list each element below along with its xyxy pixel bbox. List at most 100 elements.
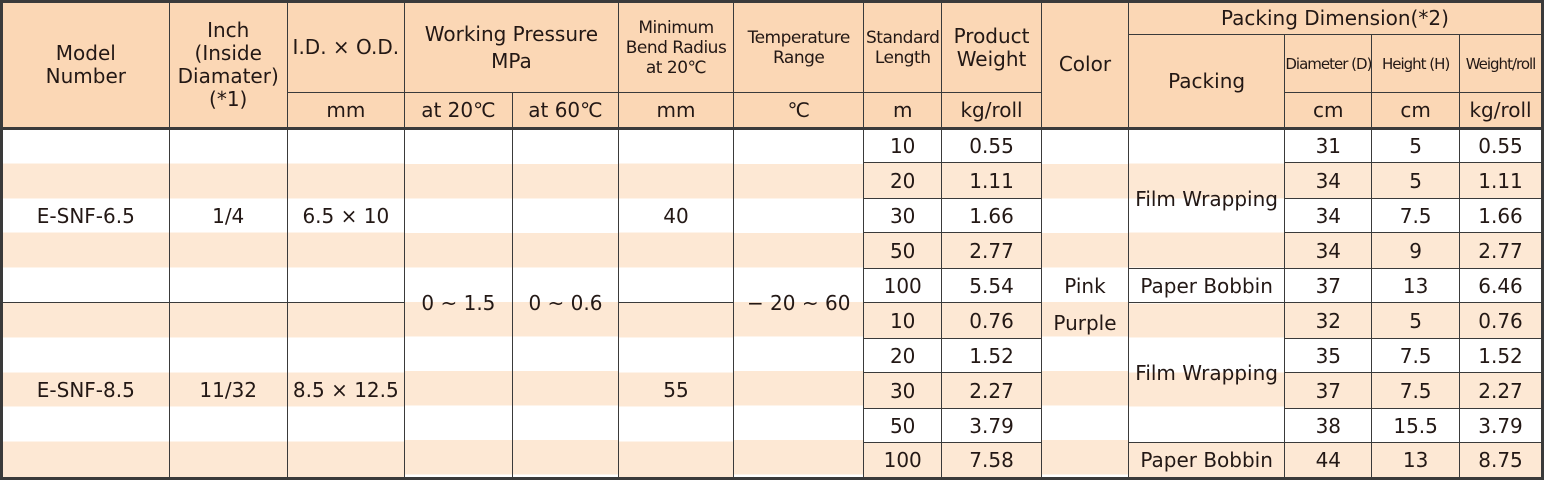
packing-weight-cell: 2.77 bbox=[1459, 232, 1543, 269]
height-cell: 9 bbox=[1371, 232, 1461, 269]
unit-temp: ℃ bbox=[733, 92, 865, 129]
weight-cell: 1.66 bbox=[941, 197, 1043, 234]
wp20-cell: 0 ~ 1.5 bbox=[403, 126, 513, 479]
unit-bend: mm bbox=[617, 92, 735, 129]
diameter-cell: 37 bbox=[1284, 372, 1373, 409]
length-cell: 10 bbox=[863, 126, 943, 164]
header-color: Color bbox=[1041, 1, 1129, 129]
height-cell: 7.5 bbox=[1371, 337, 1461, 374]
header-packing-dimension: Packing Dimension(*2) bbox=[1127, 0, 1544, 36]
packing-cell: Paper Bobbin bbox=[1127, 442, 1286, 479]
packing-weight-cell: 6.46 bbox=[1459, 267, 1543, 304]
model-cell: E-SNF-6.5 bbox=[1, 126, 170, 303]
weight-cell: 5.54 bbox=[941, 267, 1043, 304]
height-cell: 13 bbox=[1371, 267, 1461, 304]
bend-cell: 55 bbox=[617, 302, 735, 479]
model-cell: E-SNF-8.5 bbox=[1, 302, 170, 479]
height-cell: 5 bbox=[1371, 162, 1461, 199]
height-cell: 7.5 bbox=[1371, 372, 1461, 409]
weight-cell: 0.55 bbox=[941, 126, 1043, 164]
table-row: 50 3.79 38 15.5 3.79 bbox=[2, 407, 1543, 444]
table-row: 20 1.11 34 5 1.11 bbox=[2, 162, 1543, 199]
length-cell: 50 bbox=[863, 407, 943, 444]
unit-weight: kg/roll bbox=[941, 92, 1043, 129]
table-row: 30 1.66 34 7.5 1.66 bbox=[2, 197, 1543, 234]
unit-packing-weight: kg/roll bbox=[1459, 92, 1543, 129]
header-model-number: Model Number bbox=[1, 1, 170, 129]
packing-weight-cell: 1.52 bbox=[1459, 337, 1543, 374]
packing-weight-cell: 0.76 bbox=[1459, 302, 1543, 339]
table-row: 50 2.77 34 9 2.77 bbox=[2, 232, 1543, 269]
header-packing-weight: Weight/roll bbox=[1459, 34, 1543, 94]
header-packing: Packing bbox=[1127, 34, 1286, 129]
weight-cell: 1.11 bbox=[941, 162, 1043, 199]
color-cell: Pink Purple bbox=[1041, 126, 1129, 479]
weight-cell: 7.58 bbox=[941, 442, 1043, 479]
table-row: E-SNF-8.5 11/32 8.5 × 12.5 55 10 0.76 Fi… bbox=[1, 302, 1543, 479]
diameter-cell: 31 bbox=[1284, 126, 1373, 164]
diameter-cell: 34 bbox=[1284, 232, 1373, 269]
unit-wp-20: at 20℃ bbox=[403, 92, 513, 129]
color-pink: Pink bbox=[1064, 273, 1106, 298]
table-row: 30 2.27 37 7.5 2.27 bbox=[2, 372, 1543, 409]
header-product-weight: Product Weight bbox=[941, 0, 1043, 94]
header-working-pressure: Working Pressure MPa bbox=[403, 0, 619, 94]
unit-height: cm bbox=[1371, 92, 1461, 129]
header-inch: Inch (Inside Diamater) (*1) bbox=[168, 1, 288, 129]
table-row: 100 7.58 Paper Bobbin 44 13 8.75 bbox=[2, 442, 1543, 479]
weight-cell: 1.52 bbox=[941, 337, 1043, 374]
packing-weight-cell: 2.27 bbox=[1459, 372, 1543, 409]
length-cell: 50 bbox=[863, 232, 943, 269]
unit-id-od: mm bbox=[286, 92, 405, 129]
header-diameter: Diameter (D) bbox=[1284, 34, 1373, 94]
weight-cell: 2.27 bbox=[941, 372, 1043, 409]
header-id-od: I.D. × O.D. bbox=[286, 0, 405, 94]
unit-wp-60: at 60℃ bbox=[511, 92, 619, 129]
header-standard-length: Standard Length bbox=[863, 0, 943, 94]
height-cell: 5 bbox=[1371, 126, 1461, 164]
id-od-cell: 6.5 × 10 bbox=[286, 126, 405, 303]
diameter-cell: 34 bbox=[1284, 162, 1373, 199]
diameter-cell: 38 bbox=[1284, 407, 1373, 444]
length-cell: 100 bbox=[863, 267, 943, 304]
height-cell: 15.5 bbox=[1371, 407, 1461, 444]
length-cell: 20 bbox=[863, 337, 943, 374]
length-cell: 30 bbox=[863, 197, 943, 234]
temp-cell: − 20 ~ 60 bbox=[733, 126, 865, 479]
height-cell: 5 bbox=[1371, 302, 1461, 339]
packing-weight-cell: 3.79 bbox=[1459, 407, 1543, 444]
header-height: Height (H) bbox=[1371, 34, 1461, 94]
unit-diameter: cm bbox=[1284, 92, 1373, 129]
packing-weight-cell: 0.55 bbox=[1459, 126, 1543, 164]
wp60-cell: 0 ~ 0.6 bbox=[511, 126, 619, 479]
packing-cell: Film Wrapping bbox=[1127, 126, 1286, 269]
packing-cell: Film Wrapping bbox=[1127, 302, 1286, 443]
diameter-cell: 34 bbox=[1284, 197, 1373, 234]
color-purple: Purple bbox=[1053, 310, 1117, 335]
packing-cell: Paper Bobbin bbox=[1127, 267, 1286, 304]
height-cell: 13 bbox=[1371, 442, 1461, 479]
diameter-cell: 44 bbox=[1284, 442, 1373, 479]
table-row: E-SNF-6.5 1/4 6.5 × 10 0 ~ 1.5 0 ~ 0.6 4… bbox=[1, 126, 1543, 479]
bend-cell: 40 bbox=[617, 126, 735, 303]
diameter-cell: 37 bbox=[1284, 267, 1373, 304]
header-temperature: Temperature Range bbox=[733, 0, 865, 94]
unit-length: m bbox=[863, 92, 943, 129]
inch-cell: 11/32 bbox=[168, 302, 288, 479]
height-cell: 7.5 bbox=[1371, 197, 1461, 234]
table-row: 20 1.52 35 7.5 1.52 bbox=[2, 337, 1543, 374]
length-cell: 100 bbox=[863, 442, 943, 479]
length-cell: 20 bbox=[863, 162, 943, 199]
packing-weight-cell: 1.11 bbox=[1459, 162, 1543, 199]
packing-weight-cell: 8.75 bbox=[1459, 442, 1543, 479]
weight-cell: 3.79 bbox=[941, 407, 1043, 444]
diameter-cell: 32 bbox=[1284, 302, 1373, 339]
length-cell: 10 bbox=[863, 302, 943, 339]
length-cell: 30 bbox=[863, 372, 943, 409]
header-bend-radius: Minimum Bend Radius at 20℃ bbox=[617, 0, 735, 94]
weight-cell: 2.77 bbox=[941, 232, 1043, 269]
id-od-cell: 8.5 × 12.5 bbox=[286, 302, 405, 479]
weight-cell: 0.76 bbox=[941, 302, 1043, 339]
inch-cell: 1/4 bbox=[168, 126, 288, 303]
